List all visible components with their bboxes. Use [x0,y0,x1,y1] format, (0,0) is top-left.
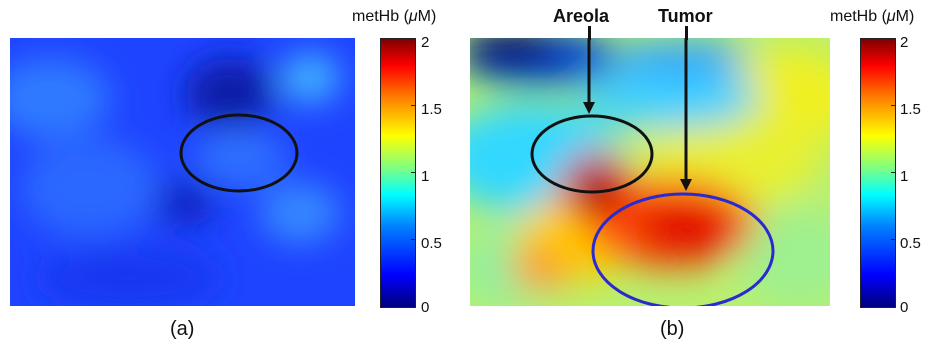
areola-arrow-icon [583,102,595,114]
areola-outline-b [530,114,654,194]
tick-label: 0.5 [421,235,442,252]
areola-outline-a [179,113,299,193]
tick-label: 0 [421,299,430,316]
tumor-annotation: Tumor [658,6,713,26]
colorbar-b [860,38,896,308]
colorbar-title-b: metHb (μM) [830,8,915,25]
methb-map-a-image [10,38,355,306]
colorbar-a [380,38,416,308]
tick-label: 2 [900,34,909,51]
tick-label: 0.5 [900,235,921,252]
tick-label: 2 [421,34,430,51]
colorbar-title-a: metHb (μM) [352,8,437,25]
methb-map-b [470,38,830,306]
methb-map-b-image [470,38,830,306]
tumor-outline [591,192,775,306]
tumor-arrow-icon [680,179,692,191]
areola-arrow-top [588,26,591,40]
tumor-arrow-top [685,26,688,40]
tick-label: 1 [900,168,909,185]
tick-label: 0 [900,299,909,316]
areola-annotation: Areola [553,6,610,26]
panel-label-b: (b) [660,318,685,340]
methb-map-a [10,38,355,306]
tick-label: 1.5 [900,101,921,118]
tick-label: 1.5 [421,101,442,118]
tick-label: 1 [421,168,430,185]
panel-label-a: (a) [170,318,195,340]
